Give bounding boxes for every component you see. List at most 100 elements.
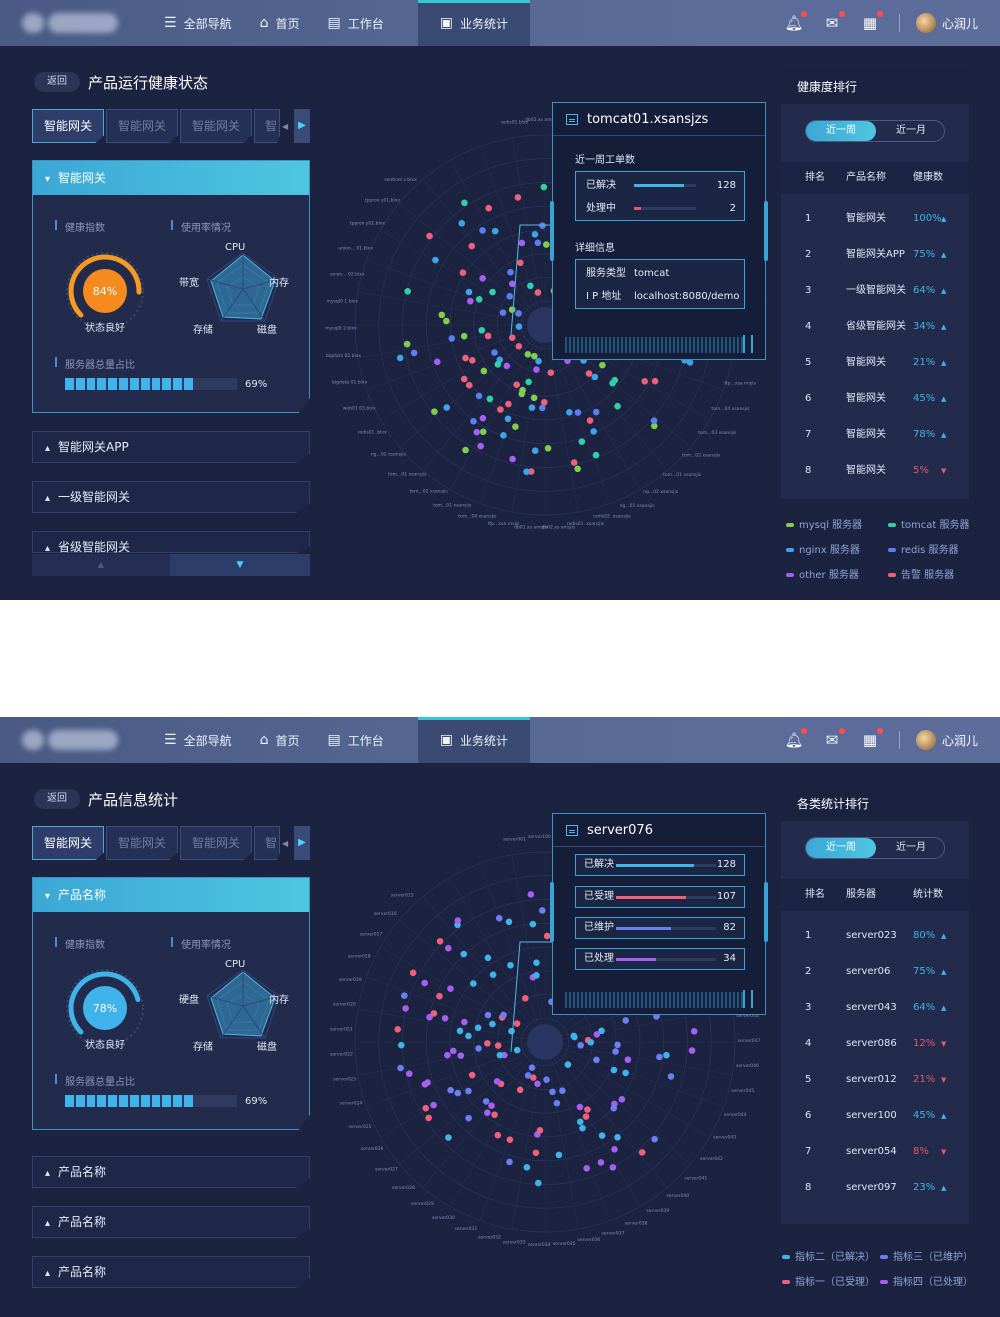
radar-label-bw: 带宽 bbox=[179, 278, 199, 289]
polar-label: tom...04 xsansjis bbox=[458, 513, 497, 519]
rank-row[interactable]: 8 server097 23% ▲ bbox=[781, 1170, 969, 1206]
rank-row[interactable]: 5 server012 21% ▼ bbox=[781, 1062, 969, 1098]
data-point bbox=[598, 1027, 605, 1035]
data-point bbox=[667, 1073, 675, 1080]
toggle-month[interactable]: 近一月 bbox=[896, 842, 926, 853]
nav-home[interactable]: ⌂ 首页 bbox=[259, 15, 300, 31]
rank-row[interactable]: 6 智能网关 45% ▲ bbox=[781, 381, 969, 417]
fold-item-3[interactable]: ▴ 产品名称 bbox=[32, 1256, 310, 1288]
rank-row[interactable]: 4 省级智能网关 34% ▲ bbox=[781, 309, 969, 345]
tab-4[interactable]: 智 bbox=[254, 109, 280, 143]
rank-row[interactable]: 1 server023 80% ▲ bbox=[781, 918, 969, 954]
calendar-icon[interactable]: ▦ bbox=[859, 11, 883, 32]
panel-header[interactable]: ▾ 智能网关 bbox=[33, 161, 309, 195]
data-point bbox=[503, 362, 511, 370]
bell-icon[interactable]: 🔔︎ bbox=[783, 728, 807, 749]
legend-item[interactable]: 指标二（已解决） bbox=[782, 1248, 875, 1263]
tab-4[interactable]: 智 bbox=[254, 826, 280, 860]
tabs: 智能网关 智能网关 智能网关 智 ◀ ▶ bbox=[32, 109, 334, 143]
pager-up-icon[interactable]: ▲ bbox=[32, 554, 170, 576]
rank-row[interactable]: 4 server086 12% ▼ bbox=[781, 1026, 969, 1062]
calendar-icon[interactable]: ▦ bbox=[859, 728, 883, 749]
toggle-week[interactable]: 近一周 bbox=[806, 121, 876, 141]
legend-item[interactable]: redis 服务器 bbox=[888, 541, 959, 556]
rank-row[interactable]: 8 智能网关 5% ▼ bbox=[781, 453, 969, 489]
next-icon[interactable]: ▶ bbox=[294, 826, 310, 860]
usage-label: 使用率情况 bbox=[171, 936, 231, 951]
mail-icon[interactable]: ✉ bbox=[821, 11, 845, 32]
rank-row[interactable]: 7 智能网关 78% ▲ bbox=[781, 417, 969, 453]
back-button[interactable]: 返回 bbox=[34, 789, 80, 809]
rank-row[interactable]: 3 server043 64% ▲ bbox=[781, 990, 969, 1026]
tab-3[interactable]: 智能网关 bbox=[180, 109, 252, 143]
legend-item[interactable]: 指标四（已处理） bbox=[880, 1273, 973, 1288]
data-point bbox=[553, 1099, 561, 1107]
detail-row: I P 地址 localhost:8080/demo bbox=[586, 291, 740, 302]
prev-icon[interactable]: ◀ bbox=[282, 838, 289, 848]
data-point bbox=[508, 280, 516, 288]
toggle-month[interactable]: 近一月 bbox=[896, 125, 926, 136]
data-point bbox=[475, 296, 483, 303]
panel-header[interactable]: ▾ 产品名称 bbox=[33, 878, 309, 912]
polar-label: redis02 .xsansjis bbox=[593, 514, 631, 520]
pager-down-icon[interactable]: ▼ bbox=[170, 554, 310, 576]
nav-home[interactable]: ⌂ 首页 bbox=[259, 732, 300, 748]
user-name[interactable]: 心润儿 bbox=[941, 16, 978, 31]
rank-row[interactable]: 6 server100 45% ▲ bbox=[781, 1098, 969, 1134]
tab-1[interactable]: 智能网关 bbox=[32, 109, 104, 143]
nav-all[interactable]: ☰ 全部导航 bbox=[164, 732, 232, 748]
mail-icon[interactable]: ✉ bbox=[821, 728, 845, 749]
data-point bbox=[524, 1072, 532, 1079]
main-nav: ☰ 全部导航 ⌂ 首页 ▤ 工作台 ▣ 业务统计 bbox=[150, 0, 531, 46]
legend-item[interactable]: 指标一（已受理） bbox=[782, 1273, 875, 1288]
data-point bbox=[528, 404, 536, 411]
data-point bbox=[578, 438, 586, 445]
avatar[interactable] bbox=[915, 730, 936, 750]
rank-row[interactable]: 1 智能网关 100% ▲ bbox=[781, 201, 969, 237]
legend-item[interactable]: other 服务器 bbox=[786, 566, 859, 581]
nav-stats[interactable]: ▣ 业务统计 bbox=[417, 0, 531, 46]
prev-icon[interactable]: ◀ bbox=[282, 121, 289, 131]
tab-3[interactable]: 智能网关 bbox=[180, 826, 252, 860]
tab-2[interactable]: 智能网关 bbox=[106, 826, 178, 860]
nav-desk[interactable]: ▤ 工作台 bbox=[327, 732, 384, 748]
data-point bbox=[460, 375, 468, 383]
stat-row: 已解决 128 bbox=[586, 180, 736, 191]
fold-item-2[interactable]: ▴ 一级智能网关 bbox=[32, 481, 310, 513]
rank-row[interactable]: 2 智能网关APP 75% ▲ bbox=[781, 237, 969, 273]
fold-item-2[interactable]: ▴ 产品名称 bbox=[32, 1206, 310, 1238]
rank-row[interactable]: 5 智能网关 21% ▲ bbox=[781, 345, 969, 381]
data-point bbox=[494, 1042, 502, 1049]
data-point bbox=[457, 1052, 465, 1059]
rank-row[interactable]: 3 一级智能网关 64% ▲ bbox=[781, 273, 969, 309]
polar-label: server027 bbox=[375, 1166, 398, 1172]
legend-item[interactable]: 告警 服务器 bbox=[888, 566, 954, 581]
popup-stats: 已解决 128 处理中 2 bbox=[575, 171, 745, 221]
legend-item[interactable]: mysql 服务器 bbox=[786, 516, 862, 531]
avatar[interactable] bbox=[915, 13, 936, 33]
bell-icon[interactable]: 🔔︎ bbox=[783, 11, 807, 32]
nav-all[interactable]: ☰ 全部导航 bbox=[164, 15, 232, 31]
data-point bbox=[402, 1005, 409, 1012]
fold-item-1[interactable]: ▴ 智能网关APP bbox=[32, 431, 310, 463]
data-point bbox=[507, 961, 514, 969]
rank-row[interactable]: 7 server054 8% ▼ bbox=[781, 1134, 969, 1170]
fold-item-3[interactable]: ▴ 省级智能网关 bbox=[32, 531, 310, 553]
nav-desk[interactable]: ▤ 工作台 bbox=[327, 15, 384, 31]
back-button[interactable]: 返回 bbox=[34, 72, 80, 92]
toggle-week[interactable]: 近一周 bbox=[806, 838, 876, 858]
tab-2[interactable]: 智能网关 bbox=[106, 109, 178, 143]
user-name[interactable]: 心润儿 bbox=[941, 733, 978, 748]
tab-1[interactable]: 智能网关 bbox=[32, 826, 104, 860]
fold-item-1[interactable]: ▴ 产品名称 bbox=[32, 1156, 310, 1188]
nav-stats[interactable]: ▣ 业务统计 bbox=[417, 717, 531, 763]
polar-label: server043 bbox=[713, 1135, 736, 1141]
legend-item[interactable]: 指标三（已维护） bbox=[880, 1248, 973, 1263]
legend-item[interactable]: tomcat 服务器 bbox=[888, 516, 970, 531]
rank-row[interactable]: 2 server06 75% ▲ bbox=[781, 954, 969, 990]
data-point bbox=[559, 1087, 566, 1095]
data-point bbox=[436, 992, 443, 1000]
legend-item[interactable]: nginx 服务器 bbox=[786, 541, 860, 556]
data-point bbox=[497, 406, 504, 413]
next-icon[interactable]: ▶ bbox=[294, 109, 310, 143]
